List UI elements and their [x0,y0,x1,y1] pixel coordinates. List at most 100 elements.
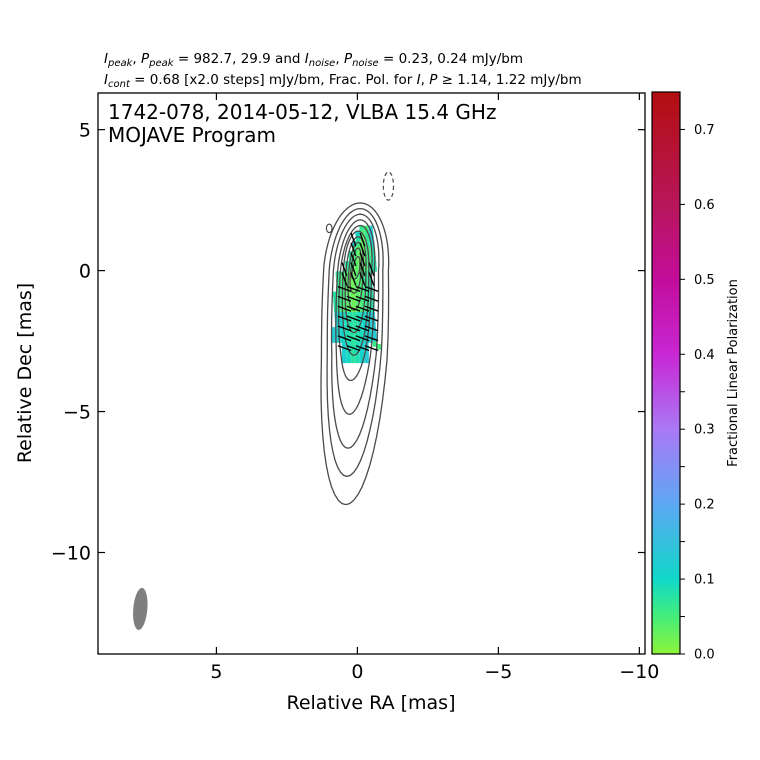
plot-title-line-2: MOJAVE Program [108,123,276,147]
polarization-pixel [340,337,346,343]
polarization-pixel [335,327,341,333]
polarization-pixel [355,235,361,242]
evpa-vectors [337,232,379,352]
evpa-vector [355,315,370,322]
evpa-vector [364,345,379,352]
polarization-pixel [355,291,360,298]
polarization-pixel [359,352,365,359]
y-tick-label: 5 [79,120,91,142]
polarization-pixel [342,301,348,308]
evpa-vector [337,305,352,312]
polarization-pixel [341,342,347,348]
polarization-pixel [369,301,375,308]
polarization-pixel [348,322,354,328]
evpa-vector [350,262,357,277]
polarization-pixel [356,306,361,313]
polarization-pixel [353,322,358,328]
polarization-pixel [355,352,360,359]
polarization-pixel [337,296,343,303]
polarization-pixel [347,311,353,318]
polarization-pixel [331,327,336,333]
colorbar-label: Fractional Linear Polarization [726,279,741,467]
polarization-pixel [340,332,345,338]
colorbar-tick-label: 0.6 [694,198,715,213]
evpa-vector [364,295,379,302]
polarization-pixel [368,225,373,232]
evpa-vector [350,272,357,286]
polarization-pixel [341,352,347,359]
evpa-vector [359,242,366,257]
polarization-pixel [333,296,338,303]
x-axis-label: Relative RA [mas] [286,692,455,714]
colorbar-tick-label: 0.7 [694,123,715,138]
contour-level-8 [347,241,365,311]
polarization-pixel [355,230,360,237]
polarization-pixel [369,235,374,242]
polarization-pixel [364,230,369,237]
contour-level-3 [330,213,380,449]
polarization-pixel [349,276,355,282]
polarization-pixel [365,311,371,318]
evpa-vector [364,285,379,292]
evpa-vector [355,345,370,352]
contour-level-9 [349,247,363,294]
polarization-pixel [345,332,350,338]
polarization-pixel [357,250,362,257]
contour-level-1 [320,202,390,506]
evpa-vector [359,272,366,286]
polarization-pixel [366,316,371,323]
evpa-vector [346,335,361,342]
evpa-vector [364,315,379,322]
polarization-pixel [350,291,356,298]
polarization-pixel [368,337,373,343]
polarization-pixel [360,301,366,308]
polarization-pixel [358,332,363,338]
evpa-vector [341,272,348,286]
evpa-vector [346,305,361,312]
evpa-vector [350,252,357,267]
polarization-pixel [349,332,354,338]
polarization-pixel [334,316,340,323]
polarization-pixel [347,306,352,313]
polarization-pixel [345,266,350,272]
plot-area: 5 0 −5 −10 5 0 −5 −10 1742-078, 2014-05-12, VL… [51,92,659,683]
polarization-pixel [355,357,360,364]
evpa-vector [355,285,370,292]
polarization-pixel [362,322,367,328]
polarization-pixel [332,291,338,298]
polarization-pixel [345,276,350,282]
contour-level-7 [344,236,367,334]
y-axis-label: Relative Dec [mas] [14,283,36,463]
polarization-pixel [341,347,347,354]
polarization-pixel [335,322,340,328]
polarization-pixel [361,245,366,252]
evpa-vector [337,335,352,342]
polarization-pixel [340,327,345,333]
evpa-vector [359,252,366,267]
evpa-vector [346,295,361,302]
polarization-pixel [365,240,370,247]
polarization-pixel [370,311,375,318]
x-tick-label: −10 [619,661,659,683]
polarization-pixel [336,276,341,282]
evpa-vector [337,285,352,292]
y-axis-ticks: 5 0 −5 −10 [51,120,645,565]
evpa-vector [337,315,352,322]
polarization-pixel [341,357,347,364]
contour-level-5 [338,224,373,382]
polarization-pixel [336,332,341,338]
evpa-vector [337,295,352,302]
polarization-pixel [349,266,355,272]
colorbar-tick-label: 0.3 [694,423,715,438]
evpa-vector [368,272,375,286]
plot-frame [97,92,646,655]
header-line-2: Icont = 0.68 [x2.0 steps] mJy/bm, Frac. … [104,72,582,90]
polarization-pixel [367,327,372,333]
polarization-pixel [376,344,382,350]
polarization-pixel [367,266,373,272]
polarization-pixel [349,327,354,333]
polarization-pixel [338,306,343,313]
colorbar: 0.0 0.1 0.2 0.3 0.4 0.5 0.6 0.7 Fractional Line… [651,91,741,663]
polarization-pixel [372,332,377,338]
x-tick-label: 5 [210,661,222,683]
